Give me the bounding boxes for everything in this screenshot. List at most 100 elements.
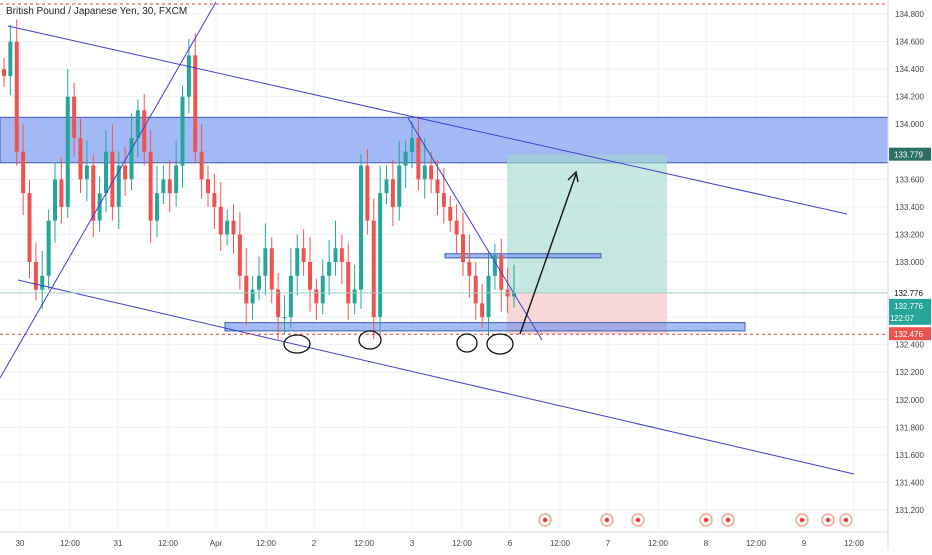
candle-body bbox=[320, 275, 325, 304]
candle-body bbox=[33, 262, 38, 290]
candle-body bbox=[218, 206, 223, 235]
candle-body bbox=[65, 96, 70, 207]
x-tick-label: 12:00 bbox=[452, 539, 473, 548]
candle-body bbox=[467, 262, 472, 276]
candle-body bbox=[21, 151, 26, 194]
last-price-box bbox=[889, 298, 931, 325]
y-tick-label: 131.200 bbox=[895, 506, 924, 515]
x-tick-label: 2 bbox=[312, 539, 317, 548]
x-tick-label: 12:00 bbox=[354, 539, 375, 548]
x-tick-label: 31 bbox=[114, 539, 123, 548]
candle-body bbox=[397, 165, 402, 207]
upper-zone-price-badge-bg bbox=[889, 147, 931, 161]
candle-body bbox=[225, 220, 230, 235]
last-price-badge: 132.776 bbox=[894, 289, 923, 298]
x-tick-label: 9 bbox=[802, 539, 807, 548]
y-tick-label: 133.000 bbox=[895, 258, 924, 267]
support-touch-circle bbox=[358, 330, 382, 350]
y-tick-label: 134.400 bbox=[895, 65, 924, 74]
candle-body bbox=[301, 248, 306, 262]
candle-body bbox=[263, 248, 268, 276]
lower-channel-line bbox=[17, 279, 855, 475]
drawing-zones[interactable] bbox=[0, 116, 889, 335]
candle-body bbox=[473, 275, 478, 304]
partial-badge: 1 bbox=[890, 314, 895, 323]
event-marker-dot bbox=[799, 517, 805, 523]
candle-body bbox=[486, 275, 491, 318]
candle-body bbox=[390, 179, 395, 207]
resistance-zone bbox=[0, 116, 889, 164]
candle-body bbox=[282, 317, 287, 319]
y-tick-label: 132.200 bbox=[895, 368, 924, 377]
y-tick-label: 133.400 bbox=[895, 203, 924, 212]
x-tick-label: 12:00 bbox=[648, 539, 669, 548]
price-badges: 133.779 132.776 132.776 22:071 132.476 bbox=[889, 147, 931, 341]
mid-zone bbox=[444, 253, 602, 259]
y-tick-label: 134.800 bbox=[895, 10, 924, 19]
candle-body bbox=[492, 255, 497, 276]
x-tick-label: 7 bbox=[606, 539, 611, 548]
candle-body bbox=[104, 151, 108, 194]
time-axis[interactable]: 30 12:00 31 12:00 Apr 12:00 2 12:00 3 12:00 6 12:00… bbox=[0, 531, 888, 548]
candle-body bbox=[384, 179, 389, 194]
x-tick-label: 12:00 bbox=[158, 539, 179, 548]
candle-body bbox=[333, 248, 338, 262]
x-tick-label: 12:00 bbox=[60, 539, 81, 548]
candle-body bbox=[429, 165, 434, 180]
event-marker-dot bbox=[843, 517, 849, 523]
candle-body bbox=[2, 69, 6, 76]
lower-price-badge-bg bbox=[889, 327, 931, 341]
drawing-lines[interactable] bbox=[0, 1, 888, 475]
x-tick-label: 12:00 bbox=[256, 539, 277, 548]
candle-body bbox=[155, 193, 159, 221]
x-tick-label: 12:00 bbox=[844, 539, 865, 548]
candle-body bbox=[78, 138, 83, 180]
candle-body bbox=[186, 55, 191, 97]
upper-channel-line bbox=[7, 25, 848, 215]
symbol-title: British Pound / Japanese Yen, 30, FXCM bbox=[6, 6, 188, 17]
target-zone bbox=[507, 154, 667, 293]
event-markers[interactable] bbox=[538, 513, 853, 527]
last-price-badge-bg bbox=[889, 285, 931, 299]
candle-body bbox=[359, 165, 363, 290]
x-tick-label: Apr bbox=[210, 539, 223, 548]
price-axis[interactable]: 134.800134.600134.400134.200134.000133.8… bbox=[887, 0, 924, 550]
candle-body bbox=[40, 275, 45, 290]
candle-body bbox=[91, 165, 96, 221]
candle-body bbox=[148, 151, 153, 221]
candle-body bbox=[27, 193, 32, 262]
candle-body bbox=[180, 96, 185, 166]
candle-body bbox=[116, 165, 121, 207]
candle-body bbox=[250, 289, 255, 304]
candle-body bbox=[276, 289, 281, 318]
candle-body bbox=[346, 262, 351, 304]
event-marker-dot bbox=[542, 517, 548, 523]
event-marker-dot bbox=[635, 517, 641, 523]
candle-body bbox=[53, 179, 57, 221]
candle-body bbox=[378, 193, 383, 318]
candle-body bbox=[461, 234, 465, 262]
candle-body bbox=[365, 165, 370, 221]
x-tick-label: 6 bbox=[508, 539, 513, 548]
candle-body bbox=[14, 41, 19, 152]
event-marker-dot bbox=[825, 517, 831, 523]
candle-body bbox=[237, 234, 242, 276]
candle-body bbox=[416, 138, 421, 180]
y-tick-label: 132.000 bbox=[895, 396, 924, 405]
candle-body bbox=[403, 151, 408, 166]
candle-body bbox=[288, 275, 293, 318]
candles bbox=[2, 19, 516, 340]
candle-body bbox=[142, 110, 147, 152]
steep-trendline bbox=[0, 1, 217, 379]
falling-trendline bbox=[407, 117, 543, 341]
projection-arrow bbox=[519, 173, 577, 335]
y-tick-label: 134.600 bbox=[895, 38, 924, 47]
candle-body bbox=[352, 289, 357, 304]
candle-body bbox=[161, 179, 166, 194]
candle-body bbox=[212, 193, 217, 207]
candle-body bbox=[448, 206, 453, 221]
candle-body bbox=[244, 275, 249, 304]
y-tick-label: 134.200 bbox=[895, 93, 924, 102]
